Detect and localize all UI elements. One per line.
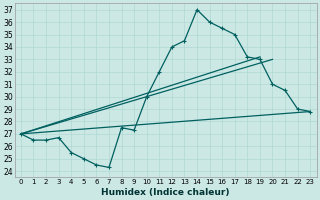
X-axis label: Humidex (Indice chaleur): Humidex (Indice chaleur) — [101, 188, 230, 197]
